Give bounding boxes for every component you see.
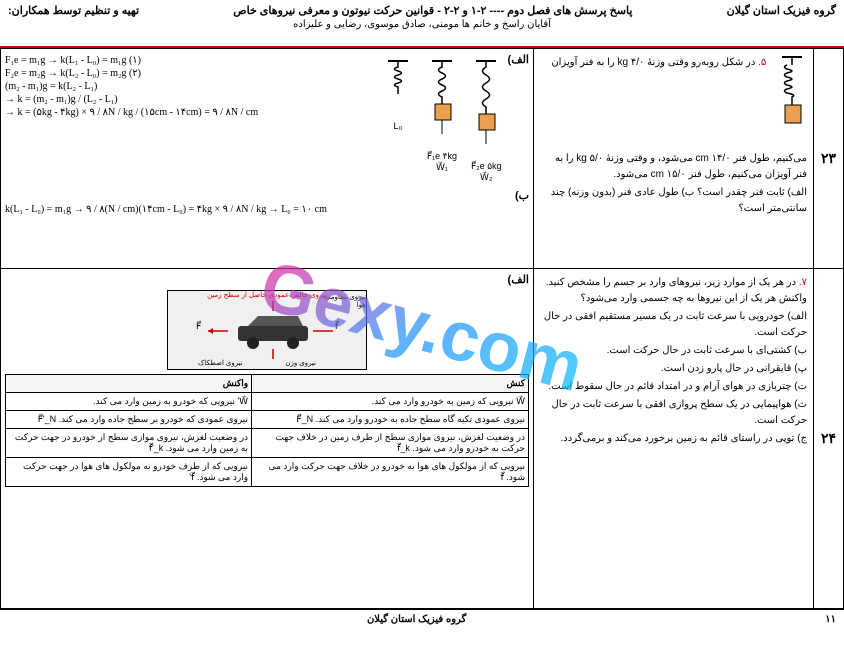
r2b: نیروی عمودی که خودرو بر سطح جاده وارد می… [6,411,252,429]
l0-label: L₀ [383,121,413,131]
q24-beh: ب) کشتی‌ای با سرعت ثابت در حال حرکت است. [540,343,807,359]
q23-question-spring-icon [777,55,807,151]
q24-jeh: ج) توپی در راستای قائم به زمین برخورد می… [540,431,807,447]
car-F: F⃗ [196,321,201,332]
header-left: تهیه و تنظیم توسط همکاران: [8,4,139,17]
q24-peh: پ) قایقرانی در حال پارو زدن است. [540,361,807,377]
fe2-label: F⃗₂e ۵kg [471,161,502,172]
q23-answer: الف) L₀ F⃗₁e ۴kg W⃗₁ F⃗₂e ۵kg W⃗₂ [1,49,533,268]
r1b: W⃗' نیرویی که خودرو به زمین وارد می کند. [6,393,252,411]
car-br: نیروی وزن [285,359,316,367]
question-24-row: ۲۴ ۷. در هر یک از موارد زیر، نیروهای وار… [1,269,843,609]
page-footer: ۱۱ گروه فیزیک استان گیلان [0,610,844,629]
q24-marker: ۷. [799,277,807,288]
r4b: نیرویی که از طرف خودرو به مولکول های هوا… [6,458,252,487]
q23-marker: ۵. [758,57,766,68]
q24-intro: در هر یک از موارد زیر، نیروهای وارد بر ج… [546,277,807,304]
q23-number: ۲۳ [813,49,843,268]
q24-alef: الف) خودرویی با سرعت ثابت در یک مسیر مست… [540,309,807,341]
th-reaction: واکنش [6,375,252,393]
spring-l2: F⃗₂e ۵kg W⃗₂ [471,59,502,183]
car-top-label: نیروی مقاومت هوا [318,293,366,309]
car-diagram: نیروی خالص عمودی حاصل از سطح زمین نیروی … [167,290,367,370]
q24-number: ۲۴ [813,269,843,608]
r4a: نیرویی که از مولکول های هوا به خودرو در … [252,458,529,487]
r1a: W⃗ نیرویی که زمین به خودرو وارد می کند. [252,393,529,411]
car-bl: نیروی اصطکاک [198,359,243,367]
force-reaction-table: کنش واکنش W⃗ نیرویی که زمین به خودرو وار… [5,374,529,487]
car-f: f⃗ [335,321,338,332]
q23-alef-label: الف) [508,53,529,66]
header-center-main: پاسخ پرسش های فصل دوم ---- ۲-۱ و ۲-۲ - ق… [233,4,632,17]
q24-answer: الف) نیروی خالص عمودی حاصل از سطح زمین ن… [1,269,533,608]
main-content: ۲۳ ۵. در شکل روبه‌رو وقتی وزنهٔ ۴/۰ kg ر… [0,48,844,610]
th-action: کنش [252,375,529,393]
q23-intro: در شکل روبه‌رو وقتی وزنهٔ ۴/۰ kg را به ف… [551,57,807,180]
q24-teh: ت) چتربازی در هوای آرام و در امتداد قائم… [540,379,807,395]
page-header: گروه فیزیک استان گیلان پاسخ پرسش های فصل… [0,0,844,48]
r2a: نیروی عمودی تکیه گاه سطح جاده به خودرو و… [252,411,529,429]
fe1-label: F⃗₁e ۴kg [427,151,457,162]
q23-f6: k(L₁ - L₀) = m₁g → ۹ / ۸(N / cm)(۱۴cm - … [5,204,529,215]
q23-question-text: ۵. در شکل روبه‌رو وقتی وزنهٔ ۴/۰ kg را ب… [533,49,813,268]
question-23-row: ۲۳ ۵. در شکل روبه‌رو وقتی وزنهٔ ۴/۰ kg ر… [1,49,843,269]
spring-l1: F⃗₁e ۴kg W⃗₁ [427,59,457,173]
w2-label: W⃗₂ [471,172,502,183]
w1-label: W⃗₁ [427,162,457,173]
q24-seh: ث) هواپیمایی در یک سطح پرواز‌ی افقی با س… [540,397,807,429]
q24-alef-label: الف) [5,273,529,286]
footer-center: گروه فیزیک استان گیلان [367,614,466,625]
q23-beh-label: ب) [5,189,529,202]
r3b: در وضعیت لغزش، نیروی موازی سطح از خودرو … [6,429,252,458]
q24-question-text: ۷. در هر یک از موارد زیر، نیروهای وارد ب… [533,269,813,608]
spring-l0: L₀ [383,59,413,131]
r3a: در وضعیت لغزش، نیروی موازی سطح از طرف زم… [252,429,529,458]
q23-diagram: L₀ F⃗₁e ۴kg W⃗₁ F⃗₂e ۵kg W⃗₂ [377,53,508,189]
footer-page: ۱۱ [825,614,836,625]
header-right: گروه فیزیک استان گیلان [727,4,836,17]
q23-parts: الف) ثابت فنر چقدر است؟ ب) طول عادی فنر … [540,185,807,217]
header-authors: آقایان راسخ و خانم ها مومنی، صادق موسوی،… [8,19,836,30]
